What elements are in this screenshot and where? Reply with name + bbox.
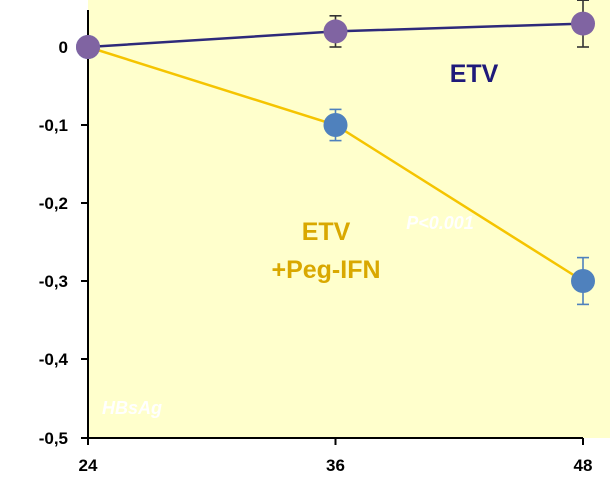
y-tick-label: -0,5 [39, 429, 68, 448]
hbsag-label: HBsAg [102, 398, 162, 418]
p-value-label: P<0.001 [406, 213, 474, 233]
y-tick-label: -0,1 [39, 116, 68, 135]
y-tick-label: 0 [59, 38, 68, 57]
series-layer [76, 0, 595, 306]
x-tick-label: 36 [326, 456, 345, 475]
x-tick-label: 48 [574, 456, 593, 475]
x-tick-label: 24 [79, 456, 98, 475]
data-point-1 [571, 269, 595, 293]
y-tick-label: -0,4 [39, 350, 69, 369]
data-point-0 [323, 19, 348, 44]
plot-background [88, 0, 610, 438]
data-point-1 [323, 113, 348, 137]
x-axis: 24 36 48 [79, 437, 593, 475]
data-point-0 [76, 35, 100, 59]
peg-series-label-line2: +Peg-IFN [271, 256, 380, 284]
etv-series-label: ETV [450, 60, 499, 88]
y-tick-label: -0,3 [39, 272, 68, 291]
y-axis: 0 -0,1 -0,2 -0,3 -0,4 -0,5 [39, 10, 89, 448]
y-tick-label: -0,2 [39, 194, 68, 213]
data-point-0 [571, 11, 595, 36]
peg-series-label-line1: ETV [302, 218, 351, 246]
